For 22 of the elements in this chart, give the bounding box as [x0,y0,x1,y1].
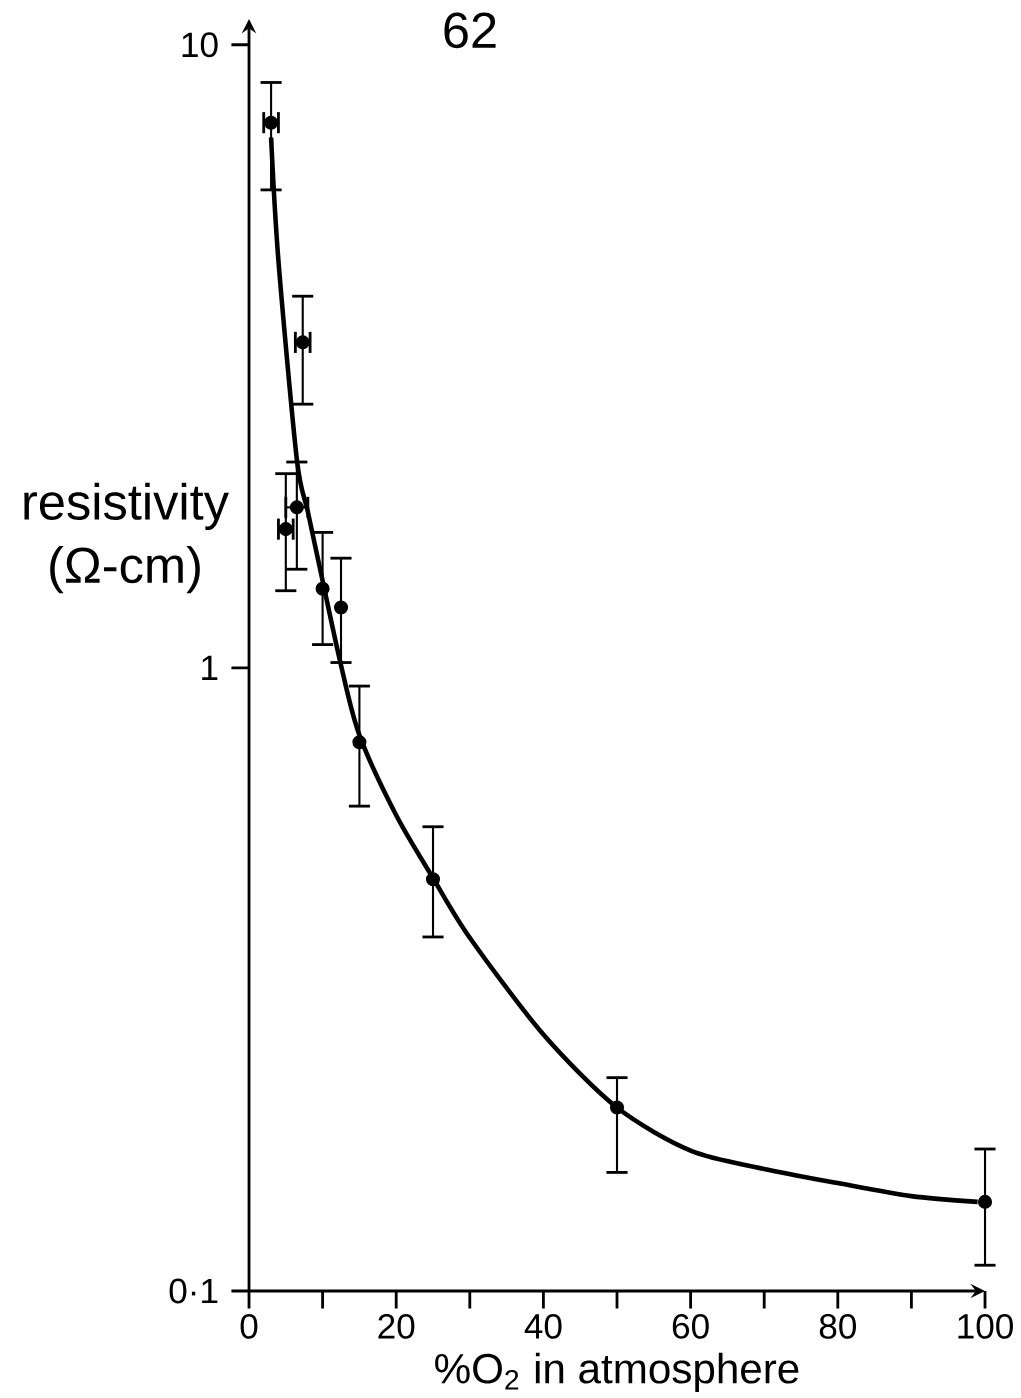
y-tick-label: 0·1 [169,1278,218,1304]
point [278,522,293,537]
point [352,735,367,750]
x-tick-label: 80 [819,1313,856,1339]
x-tick-label: 40 [524,1313,562,1339]
x-tick-label: 60 [672,1313,709,1339]
y-axis-title: resistivity (Ω-cm) [24,482,229,594]
point [977,1194,993,1209]
point [315,581,330,596]
point [264,115,279,130]
y-tick-label: 10 [182,32,218,58]
x-axis-title: %O$_{2}$ in atmosphere [435,1352,799,1392]
x-tick-label: 100 [958,1313,1013,1339]
point [295,335,310,350]
y-tick-label: 1 [202,655,218,680]
annotation: 62 [444,12,496,49]
x-tick-label: 20 [378,1313,415,1339]
x-tick-label: 0 [240,1313,258,1339]
point [425,872,441,887]
point [609,1100,625,1115]
point [289,500,304,515]
point [333,600,349,615]
